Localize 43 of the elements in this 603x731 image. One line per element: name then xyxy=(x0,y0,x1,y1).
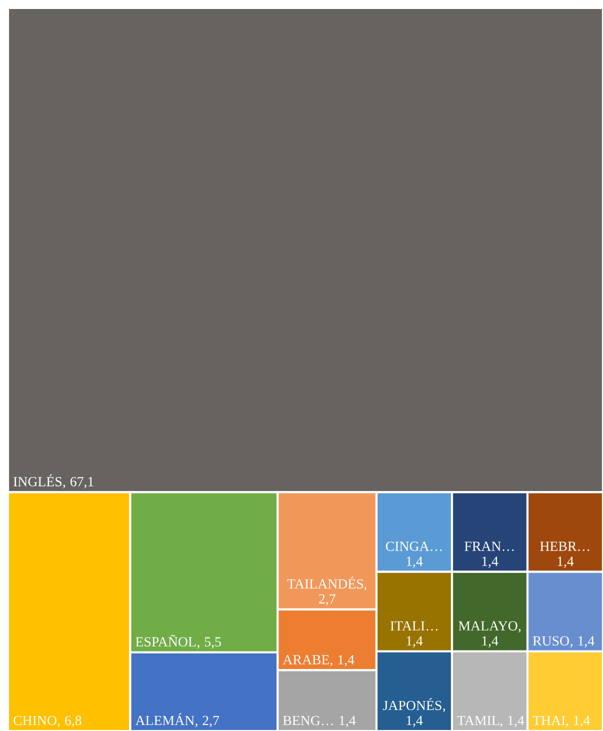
text: , xyxy=(500,724,502,728)
category-label: RUSO xyxy=(532,636,569,646)
data-label: 1,4 xyxy=(406,636,423,648)
category-label: ITALI… xyxy=(390,621,438,631)
text: , xyxy=(197,644,200,649)
category-label: TAILANDÉS xyxy=(287,576,364,589)
data-label: 1,4 xyxy=(482,636,498,648)
data-label: 67,1 xyxy=(70,477,94,488)
category-label: BENG… xyxy=(283,716,333,726)
data-label: 1,4 xyxy=(578,636,594,648)
data-label: 2,7 xyxy=(202,716,220,728)
text: , xyxy=(195,724,198,728)
category-label: ARABE xyxy=(282,655,330,664)
text: , xyxy=(58,724,60,728)
text: , xyxy=(518,629,521,633)
data-label: 1,4 xyxy=(508,716,524,728)
text: , xyxy=(330,662,332,666)
category-label: ALEMÁN xyxy=(135,713,194,726)
category-label: THAI xyxy=(532,716,566,726)
category-label: ESPAÑOL xyxy=(136,634,196,647)
data-label: 1,4 xyxy=(340,716,356,728)
data-label: 2,7 xyxy=(319,594,336,606)
data-label: 1,4 xyxy=(338,655,354,666)
data-label: 1,4 xyxy=(482,556,498,568)
data-label: 1,4 xyxy=(406,716,423,728)
data-label: 5,5 xyxy=(204,637,221,649)
data-label: 1,4 xyxy=(574,716,590,728)
category-label: HEBR… xyxy=(540,542,590,552)
category-label: INGLÉS xyxy=(14,474,62,486)
data-label: 1,4 xyxy=(558,556,574,568)
text: , xyxy=(570,644,572,648)
text: , xyxy=(442,708,445,712)
category-label: TAMIL xyxy=(457,716,500,726)
category-label: CINGA… xyxy=(386,542,442,552)
text: , xyxy=(566,724,568,728)
category-label: JAPONÉS xyxy=(383,698,442,710)
data-label: 6,8 xyxy=(65,716,82,728)
category-label: MALAYO xyxy=(458,621,518,631)
data-label: 1,4 xyxy=(406,556,423,568)
category-label: CHINO xyxy=(14,716,56,726)
category-label: FRAN… xyxy=(464,542,514,552)
text: , xyxy=(364,587,366,591)
text: , xyxy=(63,484,66,488)
